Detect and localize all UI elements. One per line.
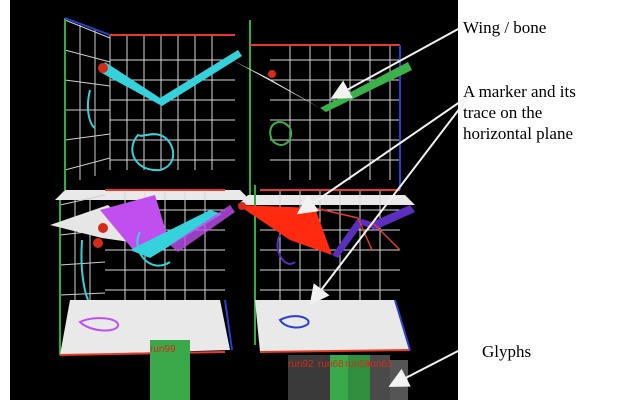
floor-plane (255, 300, 410, 352)
glyph-label-right-4: run61 (367, 359, 393, 370)
glyph-right-1[interactable] (288, 355, 338, 400)
marker-trace (278, 315, 310, 329)
panel-top-left (55, 17, 250, 200)
glyph-area[interactable]: run99 run92 run68 run59 run61 (150, 340, 408, 400)
wing-path (136, 231, 171, 267)
glyph-right-4[interactable] (370, 355, 390, 400)
glyph-right-5[interactable] (390, 360, 408, 400)
annotation-marker-trace: A marker and its trace on the horizontal… (463, 81, 576, 144)
wing-red (238, 205, 332, 255)
marker-sphere-icon (268, 70, 276, 78)
back-wall-grid (260, 190, 400, 300)
glyph-label-left: run99 (150, 344, 176, 355)
marker-trace (131, 133, 175, 172)
panel-bottom-right (238, 185, 415, 353)
wing-green (320, 62, 412, 112)
floor-plane (60, 300, 230, 355)
back-wall-grid (270, 45, 400, 180)
marker-trace-side (80, 239, 89, 301)
floor-edge-blue (224, 299, 233, 351)
annotation-marker-line2: trace on the (463, 103, 543, 122)
wing-magenta-2 (170, 205, 235, 252)
wing-white (232, 60, 320, 108)
floor-plane (238, 195, 415, 205)
marker-trace-side (86, 89, 96, 129)
marker-sphere-icon (238, 202, 246, 210)
annotation-marker-line3: horizontal plane (463, 124, 573, 143)
glyph-label-right-2: run68 (318, 359, 344, 370)
annotation-glyphs: Glyphs (482, 342, 532, 361)
floor-edge-red (59, 351, 226, 356)
marker-trace (78, 317, 119, 332)
visualization-viewport[interactable]: run99 run92 run68 run59 run61 (10, 0, 458, 400)
floor-plane (55, 190, 250, 200)
glyph-right-3[interactable] (348, 355, 370, 400)
glyph-label-right-3: run59 (345, 359, 371, 370)
glyph-label-right-1: run92 (288, 359, 314, 370)
annotation-marker-line1: A marker and its (463, 82, 576, 101)
panel-top-right (232, 20, 415, 205)
panel-bottom-left (50, 189, 235, 356)
wing-cyan (100, 50, 242, 106)
marker-sphere-icon (98, 223, 108, 233)
marker-trace-side (276, 234, 296, 265)
annotation-wing-bone: Wing / bone (463, 18, 547, 37)
glyph-left[interactable] (150, 340, 190, 400)
axis-blue (64, 17, 111, 36)
marker-sphere-icon (93, 238, 103, 248)
marker-trace (269, 121, 293, 146)
scene-canvas[interactable]: run99 run92 run68 run59 run61 (10, 0, 458, 400)
floor-edge-blue (394, 299, 411, 351)
wing-magenta (100, 195, 170, 252)
marker-sphere-icon (98, 63, 108, 73)
floor-edge-red (259, 349, 411, 353)
wing-cyan (130, 210, 222, 258)
